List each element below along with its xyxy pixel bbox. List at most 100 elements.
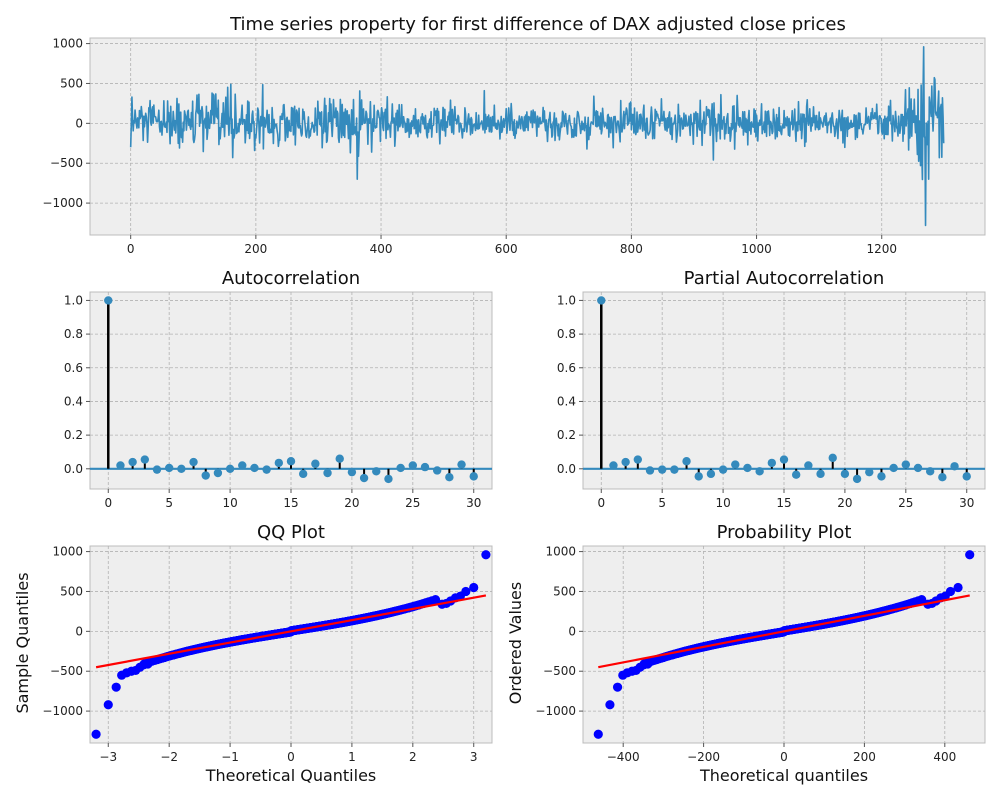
acf-marker <box>213 468 223 478</box>
acf-marker <box>238 461 247 470</box>
prob-point <box>612 682 623 692</box>
qq-point <box>111 682 121 692</box>
acf-marker <box>298 469 308 479</box>
pacf-marker <box>901 460 911 469</box>
acf-marker <box>201 471 210 480</box>
acf-title: Autocorrelation <box>222 268 360 289</box>
qq-x-tick-label: −2 <box>160 750 178 764</box>
acf-marker <box>335 454 344 463</box>
prob-point <box>965 550 975 560</box>
prob-point <box>945 586 956 597</box>
probability-plot-ylabel: Ordered Values <box>506 582 525 704</box>
pacf-marker <box>706 469 716 479</box>
acf-marker <box>250 463 259 473</box>
pacf-marker <box>913 463 923 473</box>
qq-y-tick-label: 0 <box>75 624 83 638</box>
probability-plot-panel: −400 −200 0 200 400 −1000 −500 0 500 1000 Probabi… <box>506 522 986 785</box>
acf-marker <box>445 473 454 482</box>
qq-x-tick-label: 2 <box>409 750 417 764</box>
pacf-x-tick-label: 0 <box>597 496 605 510</box>
pacf-marker <box>597 296 606 305</box>
qq-point <box>469 582 479 593</box>
qq-point <box>91 729 101 739</box>
qq-plot-title: QQ Plot <box>257 522 325 543</box>
ts-x-tick-label: 800 <box>620 242 643 256</box>
ts-x-tick-label: 600 <box>495 242 518 256</box>
acf-marker <box>311 459 320 468</box>
acf-y-tick-label: 1.0 <box>64 293 83 307</box>
qq-y-tick-label: 500 <box>60 584 83 598</box>
acf-x-tick-label: 15 <box>283 496 298 510</box>
pacf-marker <box>779 455 789 464</box>
pacf-marker <box>755 467 764 476</box>
acf-marker <box>286 457 296 466</box>
acf-x-tick-label: 5 <box>165 496 173 510</box>
prob-x-tick-label: −200 <box>687 750 720 764</box>
pacf-y-tick-label: 0.8 <box>557 327 576 341</box>
pacf-x-tick-label: 25 <box>898 496 913 510</box>
pacf-marker <box>791 470 801 479</box>
acf-x-tick-label: 0 <box>104 496 112 510</box>
acf-marker <box>432 466 442 475</box>
ts-x-tick-label: 1000 <box>741 242 772 256</box>
qq-point <box>143 659 153 669</box>
acf-marker <box>347 467 357 477</box>
prob-x-tick-label: 400 <box>933 750 956 764</box>
acf-marker <box>420 462 430 472</box>
acf-marker <box>140 455 150 464</box>
pacf-marker <box>852 474 862 484</box>
pacf-marker <box>657 465 667 474</box>
pacf-marker <box>609 461 618 470</box>
prob-point <box>593 729 603 739</box>
pacf-y-tick-label: 0.4 <box>557 394 576 408</box>
qq-point <box>481 550 491 560</box>
acf-marker <box>189 457 198 467</box>
pacf-marker <box>731 460 740 469</box>
pacf-panel: 0 5 10 15 20 25 30 0.0 0.2 0.4 0.6 0.8 1.0 Partial A… <box>557 268 986 510</box>
pacf-marker <box>743 463 752 473</box>
time-series-panel: 0 200 400 600 800 1000 1200 −1000 −500 0 500 1000 T… <box>42 14 986 256</box>
pacf-marker <box>621 457 630 467</box>
qq-x-tick-label: 0 <box>287 750 295 764</box>
acf-marker <box>323 468 332 478</box>
acf-marker <box>408 461 418 470</box>
ts-x-tick-label: 200 <box>244 242 267 256</box>
prob-axes: −400 −200 0 200 400 −1000 −500 0 500 1000 <box>535 545 986 764</box>
qq-point <box>430 595 441 605</box>
ts-x-tick-label: 400 <box>370 242 393 256</box>
qq-y-tick-label: 1000 <box>52 545 83 559</box>
prob-fit-line <box>598 594 970 669</box>
pacf-marker <box>718 465 728 474</box>
pacf-x-tick-label: 30 <box>959 496 974 510</box>
acf-marker <box>104 296 113 305</box>
prob-point <box>605 700 615 710</box>
qq-x-tick-label: −3 <box>99 750 117 764</box>
ts-y-tick-label: 500 <box>60 76 83 90</box>
probability-plot-title: Probability Plot <box>717 522 852 543</box>
ts-y-tick-label: −1000 <box>42 196 83 210</box>
acf-marker <box>225 464 235 473</box>
pacf-x-tick-label: 5 <box>658 496 666 510</box>
acf-marker <box>116 461 125 470</box>
pacf-marker <box>633 455 643 464</box>
ts-y-tick-label: 1000 <box>52 37 83 51</box>
qq-fit-line <box>95 594 487 669</box>
pacf-marker <box>767 458 777 468</box>
acf-x-tick-label: 10 <box>222 496 237 510</box>
acf-x-tick-label: 25 <box>405 496 420 510</box>
pacf-marker <box>877 472 886 481</box>
acf-y-tick-label: 0.8 <box>64 327 83 341</box>
qq-point <box>461 586 471 597</box>
acf-y-tick-label: 0.2 <box>64 428 83 442</box>
acf-marker <box>177 464 186 473</box>
acf-marker <box>262 465 271 474</box>
acf-axes: 0 5 10 15 20 25 30 0.0 0.2 0.4 0.6 0.8 1.0 <box>64 291 493 510</box>
qq-y-tick-label: −1000 <box>42 704 83 718</box>
acf-x-tick-label: 30 <box>466 496 481 510</box>
pacf-marker <box>816 469 825 479</box>
acf-marker <box>469 472 478 481</box>
acf-marker <box>274 458 284 468</box>
ts-x-tick-label: 1200 <box>866 242 897 256</box>
acf-marker <box>396 463 405 473</box>
acf-marker <box>384 474 393 484</box>
